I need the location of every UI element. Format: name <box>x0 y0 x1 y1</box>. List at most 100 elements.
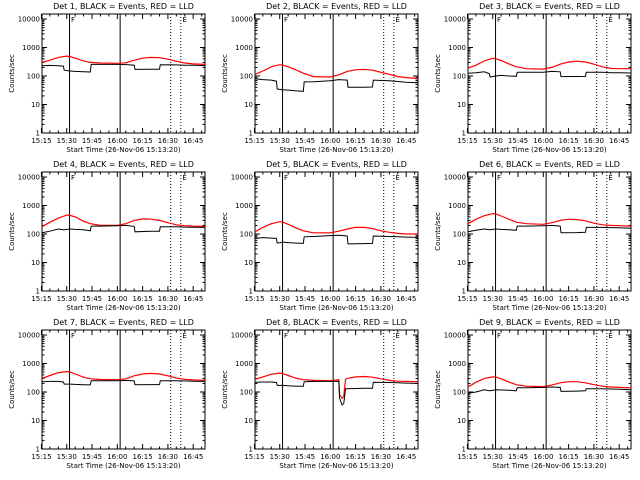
x-tick-label: 15:45 <box>82 453 102 461</box>
time-marker-label: F <box>497 16 501 24</box>
plot-frame <box>41 13 206 134</box>
x-tick-label: 16:30 <box>158 137 178 145</box>
y-tick-label: 1 <box>249 446 253 454</box>
x-tick-label: 16:15 <box>133 295 153 303</box>
x-axis-label: Start Time (26-Nov-06 15:13:20) <box>66 462 180 470</box>
y-tick-label: 1000 <box>448 360 466 368</box>
y-axis-label: Counts/sec <box>434 370 442 409</box>
lld-series-line <box>41 55 206 65</box>
plot-frame <box>254 329 419 450</box>
x-tick-label: 15:30 <box>270 295 290 303</box>
x-axis-label: Start Time (26-Nov-06 15:13:20) <box>492 146 606 154</box>
y-tick-label: 10 <box>31 417 40 425</box>
time-marker-label: F <box>497 174 501 182</box>
panel-title: Det 6, BLACK = Events, RED = LLD <box>479 160 620 169</box>
detector-panel-9: F E 1 10 100 1000 10000 15:15 15:30 15:45 16:00 16:… <box>434 318 632 470</box>
x-tick-label: 16:45 <box>396 453 416 461</box>
x-axis-label: Start Time (26-Nov-06 15:13:20) <box>66 146 180 154</box>
x-tick-label: 15:30 <box>483 453 503 461</box>
lld-series-line <box>254 372 419 400</box>
x-tick-label: 16:30 <box>371 453 391 461</box>
detector-panel-4: F E 1 10 100 1000 10000 15:15 15:30 15:45 16:00 16:… <box>8 160 206 312</box>
events-series-line <box>467 224 632 234</box>
y-tick-label: 10000 <box>444 174 466 182</box>
events-series-line <box>254 234 419 245</box>
y-axis-label: Counts/sec <box>221 370 229 409</box>
x-tick-label: 15:45 <box>295 295 315 303</box>
y-tick-label: 10 <box>244 259 253 267</box>
x-tick-label: 16:45 <box>396 137 416 145</box>
y-axis-label: Counts/sec <box>8 212 16 251</box>
y-tick-label: 1000 <box>235 202 253 210</box>
x-tick-label: 16:30 <box>158 295 178 303</box>
x-tick-label: 15:30 <box>270 453 290 461</box>
x-tick-label: 16:30 <box>584 453 604 461</box>
y-tick-label: 10000 <box>18 16 40 24</box>
y-tick-label: 10 <box>457 101 466 109</box>
y-tick-label: 1000 <box>235 44 253 52</box>
y-tick-label: 1000 <box>235 360 253 368</box>
x-tick-label: 16:00 <box>533 137 553 145</box>
y-tick-label: 100 <box>27 389 40 397</box>
x-tick-label: 15:45 <box>508 295 528 303</box>
y-tick-label: 1 <box>462 446 466 454</box>
x-tick-label: 15:15 <box>31 137 51 145</box>
y-tick-label: 10000 <box>444 332 466 340</box>
plot-frame <box>467 171 632 292</box>
time-marker-label: F <box>71 174 75 182</box>
y-tick-label: 10000 <box>444 16 466 24</box>
x-tick-label: 15:30 <box>57 295 77 303</box>
x-axis-label: Start Time (26-Nov-06 15:13:20) <box>279 304 393 312</box>
y-tick-label: 1 <box>36 130 40 138</box>
x-tick-label: 15:45 <box>82 137 102 145</box>
panel-title: Det 1, BLACK = Events, RED = LLD <box>53 2 194 11</box>
lld-series-line <box>467 212 632 227</box>
time-marker-label: F <box>284 174 288 182</box>
x-tick-label: 16:30 <box>371 137 391 145</box>
y-tick-label: 100 <box>453 389 466 397</box>
x-axis-label: Start Time (26-Nov-06 15:13:20) <box>279 146 393 154</box>
y-tick-label: 1000 <box>448 202 466 210</box>
x-tick-label: 15:45 <box>508 137 528 145</box>
time-marker-label: F <box>71 332 75 340</box>
time-marker-label: E <box>182 332 186 340</box>
x-tick-label: 15:15 <box>244 453 264 461</box>
y-tick-label: 100 <box>27 73 40 81</box>
y-tick-label: 1 <box>36 288 40 296</box>
x-tick-label: 16:00 <box>533 453 553 461</box>
y-tick-label: 100 <box>453 231 466 239</box>
y-tick-label: 10000 <box>18 332 40 340</box>
detector-panel-8: F E 1 10 100 1000 10000 15:15 15:30 15:45 16:00 16:… <box>221 318 419 470</box>
x-axis-label: Start Time (26-Nov-06 15:13:20) <box>492 462 606 470</box>
x-tick-label: 15:15 <box>457 137 477 145</box>
x-tick-label: 16:15 <box>559 137 579 145</box>
y-tick-label: 1000 <box>22 360 40 368</box>
y-tick-label: 1 <box>462 130 466 138</box>
time-marker-label: F <box>284 332 288 340</box>
x-tick-label: 16:15 <box>559 453 579 461</box>
y-axis-label: Counts/sec <box>8 370 16 409</box>
y-axis-label: Counts/sec <box>8 54 16 93</box>
x-tick-label: 16:45 <box>609 453 629 461</box>
time-marker-label: E <box>395 174 399 182</box>
x-tick-label: 16:45 <box>609 295 629 303</box>
x-tick-label: 15:30 <box>57 453 77 461</box>
x-tick-label: 16:30 <box>584 137 604 145</box>
x-tick-label: 16:45 <box>183 137 203 145</box>
x-tick-label: 16:30 <box>158 453 178 461</box>
x-axis-label: Start Time (26-Nov-06 15:13:20) <box>279 462 393 470</box>
panel-title: Det 2, BLACK = Events, RED = LLD <box>266 2 407 11</box>
x-tick-label: 16:15 <box>133 137 153 145</box>
x-tick-label: 16:15 <box>346 137 366 145</box>
y-tick-label: 1 <box>36 446 40 454</box>
x-tick-label: 16:45 <box>396 295 416 303</box>
panel-title: Det 5, BLACK = Events, RED = LLD <box>266 160 407 169</box>
y-axis-label: Counts/sec <box>221 212 229 251</box>
x-tick-label: 15:15 <box>457 295 477 303</box>
plot-frame <box>254 13 419 134</box>
x-tick-label: 16:00 <box>533 295 553 303</box>
y-tick-label: 10 <box>244 101 253 109</box>
events-series-line <box>41 379 206 386</box>
events-series-line <box>467 386 632 394</box>
detector-panel-3: F E 1 10 100 1000 10000 15:15 15:30 15:45 16:00 16:… <box>434 2 632 154</box>
